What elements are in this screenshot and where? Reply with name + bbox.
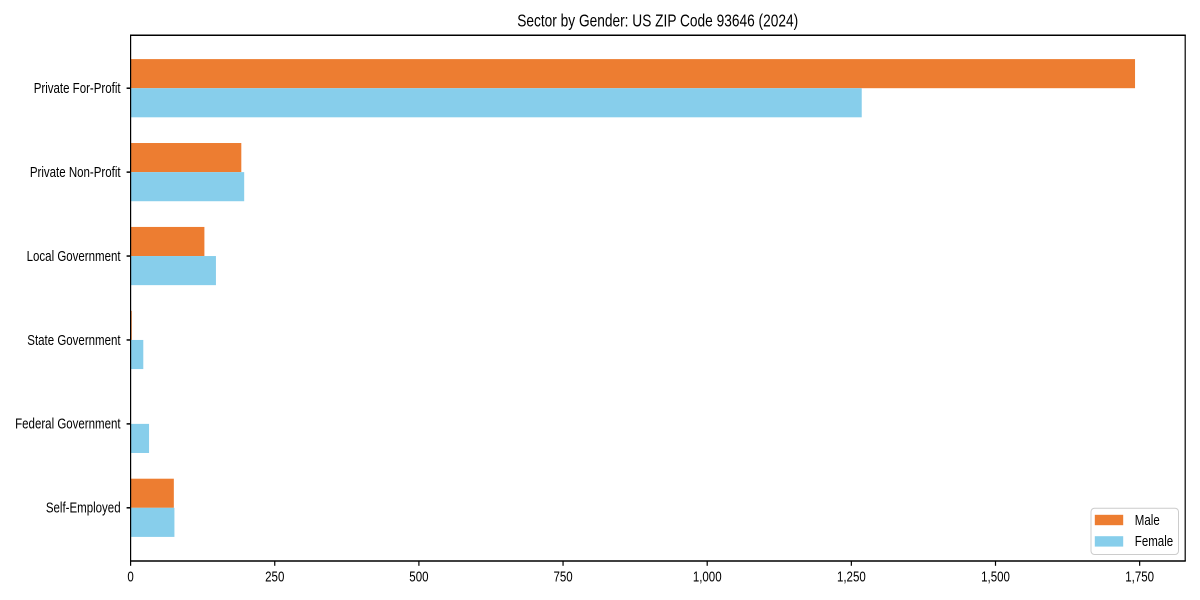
svg-text:Self-Employed: Self-Employed — [46, 499, 121, 516]
svg-text:Sector by Gender: US ZIP Code: Sector by Gender: US ZIP Code 93646 (202… — [517, 12, 798, 31]
svg-text:Private For-Profit: Private For-Profit — [34, 80, 121, 97]
svg-text:1,250: 1,250 — [837, 568, 866, 585]
svg-text:1,500: 1,500 — [981, 568, 1010, 585]
svg-text:Private Non-Profit: Private Non-Profit — [30, 164, 121, 181]
svg-text:Female: Female — [1135, 533, 1173, 550]
svg-text:Male: Male — [1135, 512, 1160, 529]
svg-text:Local Government: Local Government — [27, 248, 121, 265]
svg-text:250: 250 — [265, 568, 284, 585]
svg-text:0: 0 — [127, 568, 133, 585]
svg-text:750: 750 — [553, 568, 572, 585]
svg-text:1,000: 1,000 — [693, 568, 722, 585]
svg-text:State Government: State Government — [27, 332, 121, 349]
svg-text:Federal Government: Federal Government — [15, 415, 121, 432]
svg-text:500: 500 — [409, 568, 428, 585]
svg-text:1,750: 1,750 — [1125, 568, 1154, 585]
